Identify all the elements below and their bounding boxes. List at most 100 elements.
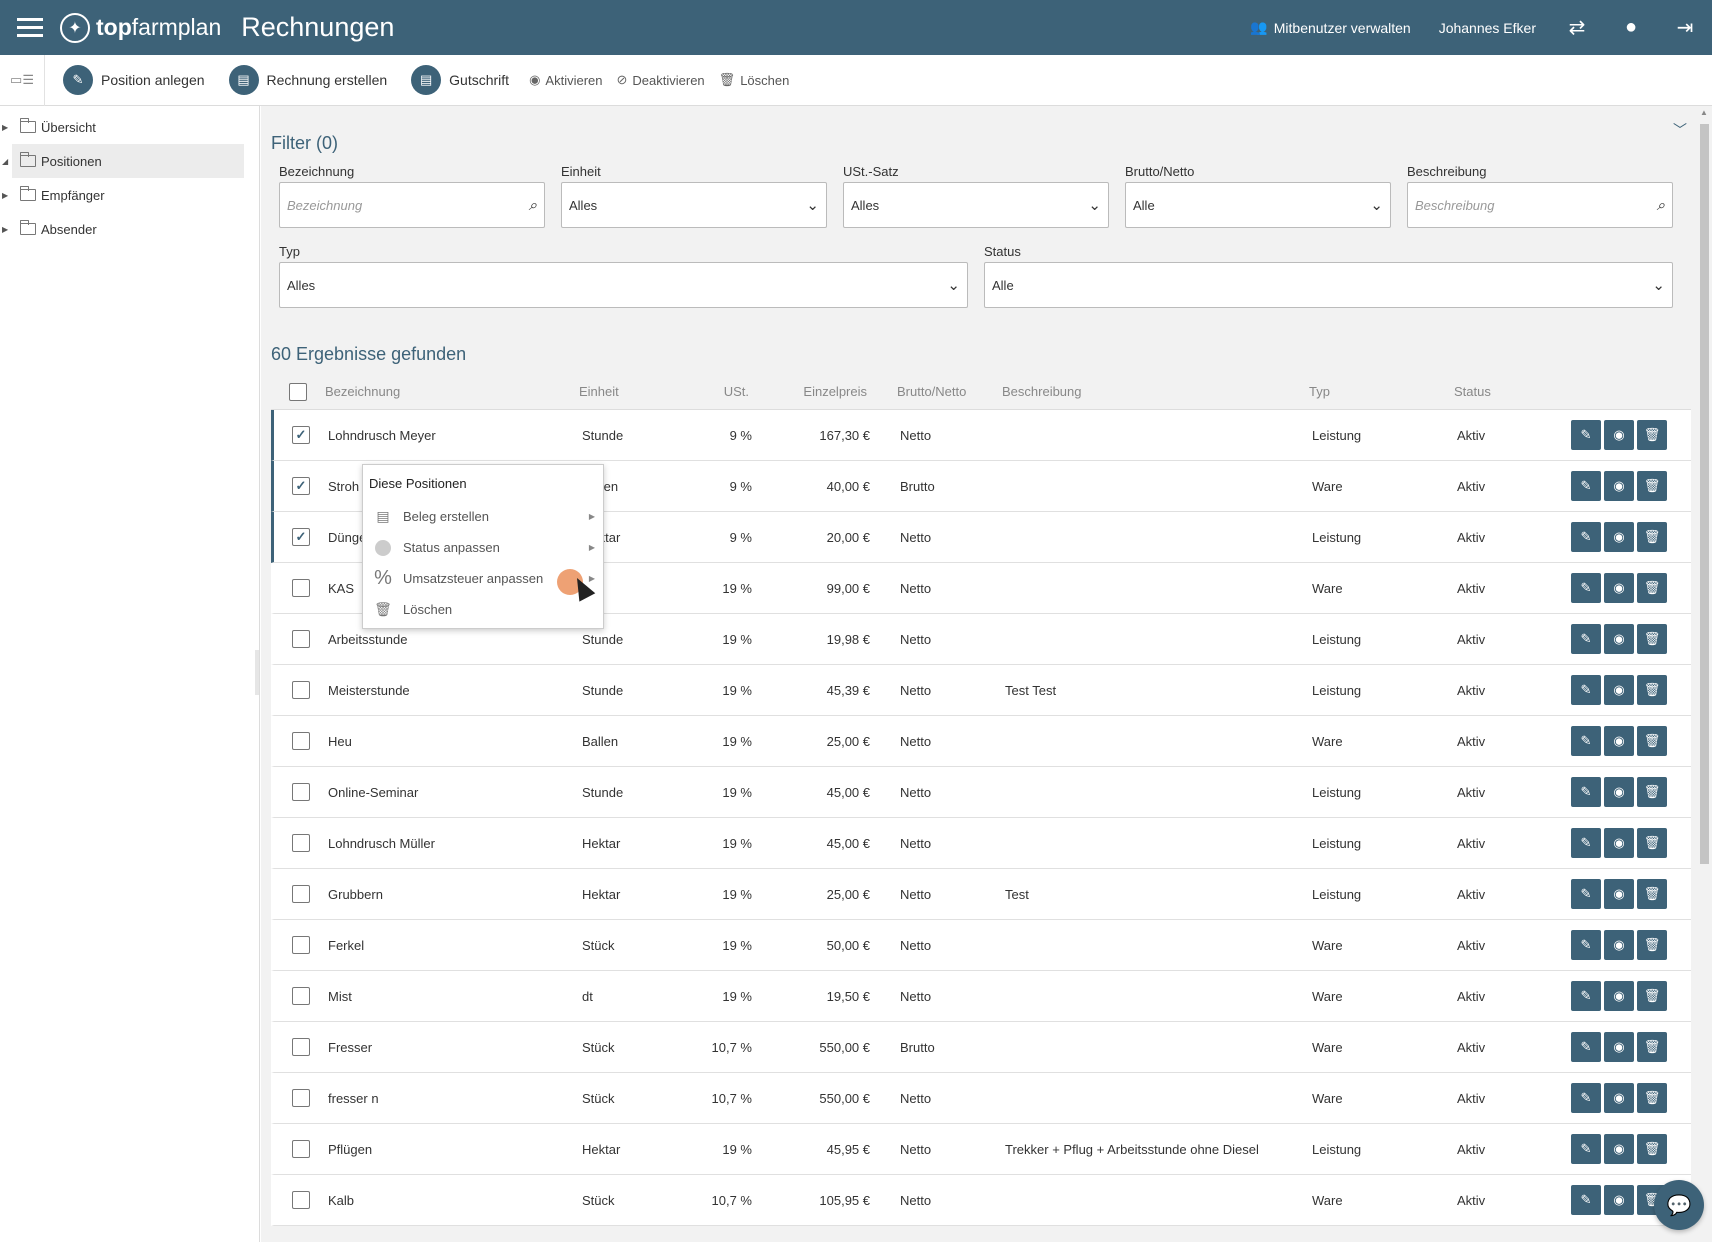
row-checkbox[interactable] xyxy=(292,579,310,597)
ctx-delete[interactable]: 🗑 Löschen xyxy=(363,594,603,625)
scrollbar[interactable]: ▲ xyxy=(1697,106,1712,1242)
edit-button[interactable]: ✎ xyxy=(1571,420,1601,450)
select-all-checkbox[interactable] xyxy=(289,382,307,401)
row-checkbox[interactable]: ✓ xyxy=(292,426,310,444)
view-button[interactable]: ◉ xyxy=(1604,573,1634,603)
manage-users-link[interactable]: 👥 Mitbenutzer verwalten xyxy=(1236,19,1424,36)
create-position-button[interactable]: ✎ Position anlegen xyxy=(57,55,211,106)
edit-button[interactable]: ✎ xyxy=(1571,981,1601,1011)
row-checkbox[interactable] xyxy=(292,1089,310,1107)
sidebar-resize-handle[interactable] xyxy=(255,650,259,695)
table-row[interactable]: fresser n Stück 10,7 % 550,00 € Netto Ware Akt… xyxy=(271,1073,1691,1124)
ust-select[interactable]: Alles ⌄ xyxy=(843,182,1109,228)
view-button[interactable]: ◉ xyxy=(1604,777,1634,807)
logout-icon[interactable]: ⇥ xyxy=(1676,17,1694,39)
row-checkbox[interactable] xyxy=(292,630,310,648)
delete-row-button[interactable]: 🗑 xyxy=(1637,1083,1667,1113)
brutto-netto-select[interactable]: Alle ⌄ xyxy=(1125,182,1391,228)
row-checkbox[interactable] xyxy=(292,783,310,801)
col-status[interactable]: Status xyxy=(1454,384,1491,399)
view-button[interactable]: ◉ xyxy=(1604,726,1634,756)
expand-icon[interactable]: ▶ xyxy=(2,190,9,200)
sidebar-item-positionen[interactable]: ◢ Positionen xyxy=(2,144,244,178)
beschreibung-input[interactable]: Beschreibung ⌕ xyxy=(1407,182,1673,228)
col-ust[interactable]: USt. xyxy=(723,384,749,399)
row-checkbox[interactable] xyxy=(292,732,310,750)
table-row[interactable]: Heu Ballen 19 % 25,00 € Netto Ware Aktiv ✎ ◉ 🗑 xyxy=(271,716,1691,767)
table-row[interactable]: Ferkel Stück 19 % 50,00 € Netto Ware Aktiv ✎ ◉ 🗑 xyxy=(271,920,1691,971)
edit-button[interactable]: ✎ xyxy=(1571,471,1601,501)
create-invoice-button[interactable]: ▤ Rechnung erstellen xyxy=(223,55,394,106)
row-checkbox[interactable] xyxy=(292,1038,310,1056)
table-row[interactable]: Meisterstunde Stunde 19 % 45,39 € Netto Test … xyxy=(271,665,1691,716)
expand-icon[interactable]: ▶ xyxy=(2,224,9,234)
sidebar-item-uebersicht[interactable]: ▶ Übersicht xyxy=(2,118,96,135)
logo[interactable]: ✦ topfarmplan xyxy=(60,12,221,43)
delete-row-button[interactable]: 🗑 xyxy=(1637,420,1667,450)
table-row[interactable]: Online-Seminar Stunde 19 % 45,00 € Netto Leis… xyxy=(271,767,1691,818)
view-button[interactable]: ◉ xyxy=(1604,981,1634,1011)
menu-icon[interactable] xyxy=(0,0,60,55)
activate-button[interactable]: ◉ Aktivieren xyxy=(529,72,603,88)
delete-row-button[interactable]: 🗑 xyxy=(1637,1032,1667,1062)
row-checkbox[interactable] xyxy=(292,1140,310,1158)
user-name[interactable]: Johannes Efker xyxy=(1438,19,1536,36)
delete-row-button[interactable]: 🗑 xyxy=(1637,573,1667,603)
view-button[interactable]: ◉ xyxy=(1604,471,1634,501)
view-button[interactable]: ◉ xyxy=(1604,420,1634,450)
table-row[interactable]: Grubbern Hektar 19 % 25,00 € Netto Test Leistu… xyxy=(271,869,1691,920)
ctx-create-document[interactable]: ▤ Beleg erstellen ▶ xyxy=(363,501,603,532)
view-button[interactable]: ◉ xyxy=(1604,828,1634,858)
status-select[interactable]: Alle ⌄ xyxy=(984,262,1673,308)
col-typ[interactable]: Typ xyxy=(1309,384,1330,399)
view-button[interactable]: ◉ xyxy=(1604,1032,1634,1062)
row-checkbox[interactable] xyxy=(292,936,310,954)
edit-button[interactable]: ✎ xyxy=(1571,675,1601,705)
col-brutto-netto[interactable]: Brutto/Netto xyxy=(897,384,967,399)
edit-button[interactable]: ✎ xyxy=(1571,1185,1601,1215)
col-name[interactable]: Bezeichnung xyxy=(325,384,401,399)
edit-button[interactable]: ✎ xyxy=(1571,1083,1601,1113)
scroll-thumb[interactable] xyxy=(1700,124,1709,864)
row-checkbox[interactable]: ✓ xyxy=(292,477,310,495)
row-checkbox[interactable]: ✓ xyxy=(292,528,310,546)
view-button[interactable]: ◉ xyxy=(1604,1134,1634,1164)
view-button[interactable]: ◉ xyxy=(1604,930,1634,960)
edit-button[interactable]: ✎ xyxy=(1571,777,1601,807)
row-checkbox[interactable] xyxy=(292,1191,310,1209)
delete-row-button[interactable]: 🗑 xyxy=(1637,981,1667,1011)
delete-row-button[interactable]: 🗑 xyxy=(1637,930,1667,960)
row-checkbox[interactable] xyxy=(292,987,310,1005)
switch-icon[interactable]: ⇄ xyxy=(1568,17,1586,39)
table-row[interactable]: Kalb Stück 10,7 % 105,95 € Netto Ware Aktiv ✎ ◉ 🗑 xyxy=(271,1175,1691,1226)
search-icon[interactable]: ⌕ xyxy=(1656,196,1665,214)
bezeichnung-input[interactable]: Bezeichnung ⌕ xyxy=(279,182,545,228)
table-row[interactable]: Lohndrusch Müller Hektar 19 % 45,00 € Netto L… xyxy=(271,818,1691,869)
view-button[interactable]: ◉ xyxy=(1604,522,1634,552)
collapse-icon[interactable]: ◢ xyxy=(2,156,9,166)
sidebar-item-absender[interactable]: ▶ Absender xyxy=(2,220,97,237)
search-icon[interactable]: ⌕ xyxy=(528,196,537,214)
view-button[interactable]: ◉ xyxy=(1604,1083,1634,1113)
delete-row-button[interactable]: 🗑 xyxy=(1637,624,1667,654)
row-checkbox[interactable] xyxy=(292,681,310,699)
tree-toggle-icon[interactable]: ▭☰ xyxy=(0,54,45,106)
edit-button[interactable]: ✎ xyxy=(1571,879,1601,909)
user-icon[interactable]: ● xyxy=(1624,16,1638,38)
credit-note-button[interactable]: ▤ Gutschrift xyxy=(405,55,515,106)
col-unit[interactable]: Einheit xyxy=(579,384,619,399)
delete-row-button[interactable]: 🗑 xyxy=(1637,522,1667,552)
delete-row-button[interactable]: 🗑 xyxy=(1637,675,1667,705)
col-price[interactable]: Einzelpreis xyxy=(803,384,867,399)
expand-icon[interactable]: ▶ xyxy=(2,122,9,132)
einheit-select[interactable]: Alles ⌄ xyxy=(561,182,827,228)
edit-button[interactable]: ✎ xyxy=(1571,522,1601,552)
edit-button[interactable]: ✎ xyxy=(1571,828,1601,858)
row-checkbox[interactable] xyxy=(292,885,310,903)
delete-row-button[interactable]: 🗑 xyxy=(1637,471,1667,501)
table-row[interactable]: Fresser Stück 10,7 % 550,00 € Brutto Ware Akti… xyxy=(271,1022,1691,1073)
delete-row-button[interactable]: 🗑 xyxy=(1637,828,1667,858)
scroll-up-icon[interactable]: ▲ xyxy=(1700,108,1708,117)
view-button[interactable]: ◉ xyxy=(1604,1185,1634,1215)
edit-button[interactable]: ✎ xyxy=(1571,1032,1601,1062)
